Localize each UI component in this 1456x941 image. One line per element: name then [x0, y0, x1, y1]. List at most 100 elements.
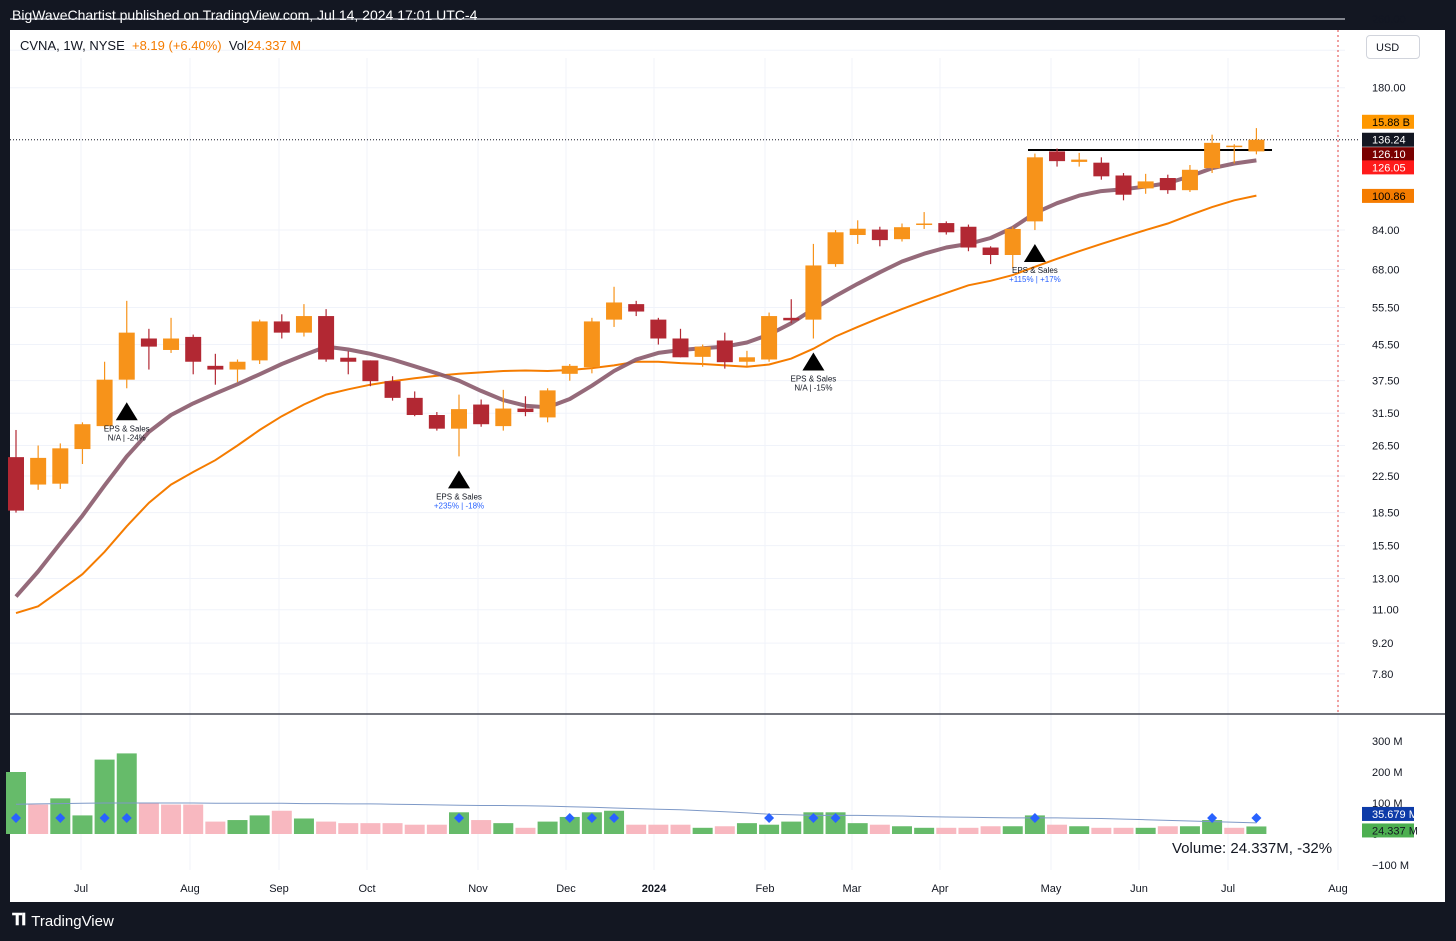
earnings-detail: +235% | -18% — [434, 501, 484, 510]
price-tick-label: 55.50 — [1372, 302, 1400, 314]
candle-body — [384, 381, 401, 398]
price-tick-label: 45.50 — [1372, 340, 1400, 352]
candle — [273, 314, 290, 339]
volume-bar — [1202, 820, 1223, 834]
candle-body — [738, 357, 755, 362]
candle-body — [428, 415, 445, 429]
price-tick-label: 9.20 — [1372, 638, 1393, 650]
candle — [960, 224, 977, 252]
volume-last-label: 24.337 M — [1362, 823, 1418, 838]
volume-bar — [338, 823, 359, 834]
price-tick-label: 7.80 — [1372, 669, 1393, 681]
price-tick-label: 31.50 — [1372, 408, 1400, 420]
signal-diamond-icon — [454, 813, 464, 823]
signal-diamond-icon — [808, 813, 819, 823]
candle — [894, 223, 910, 242]
volume-bar — [847, 823, 868, 834]
candle-body — [849, 228, 866, 236]
volume-value: 24.337 M — [246, 38, 302, 53]
price-tick-label: 18.50 — [1372, 508, 1400, 520]
volume-bar — [6, 772, 26, 834]
candle — [118, 300, 135, 389]
earnings-marker: EPS & Sales+235% | -18% — [434, 470, 484, 510]
candle — [74, 422, 91, 465]
candle — [716, 332, 733, 369]
candle — [207, 353, 224, 385]
volume-bars — [6, 753, 1267, 834]
volume-ma-label: 35.679 M — [1362, 806, 1418, 821]
candle — [783, 299, 800, 324]
volume-bar — [471, 820, 492, 834]
tradingview-brand[interactable]: 𝐓𝐈 TradingView — [12, 912, 114, 930]
currency-button[interactable]: USD — [1366, 35, 1420, 59]
candle-body — [96, 379, 113, 427]
volume-bar — [1047, 824, 1068, 834]
price-label-bg — [1362, 114, 1414, 129]
volume-bar — [803, 812, 824, 834]
earnings-triangle-icon — [1023, 244, 1046, 263]
price-change: +8.19 (+6.40%) — [131, 38, 222, 53]
candle-body — [140, 338, 157, 347]
candle — [561, 364, 578, 381]
time-tick-label: Mar — [843, 883, 862, 895]
candle-body — [318, 316, 335, 360]
candle — [163, 317, 180, 353]
volume-bar — [781, 821, 802, 834]
volume-bar — [28, 804, 49, 834]
earnings-detail: N/A | -15% — [794, 383, 832, 392]
volume-bar — [293, 818, 314, 834]
candle-body — [1159, 178, 1176, 191]
earnings-detail: N/A | -24% — [108, 433, 146, 442]
candle-body — [30, 457, 47, 485]
candle-body — [716, 340, 733, 363]
signal-diamond-icon — [99, 813, 110, 823]
signal-diamond-icon — [1207, 813, 1218, 823]
candle — [384, 376, 401, 401]
time-tick-label: Jul — [74, 883, 88, 895]
chart-frame[interactable] — [10, 30, 1445, 902]
candle-body — [1093, 162, 1110, 177]
earnings-title: EPS & Sales — [790, 374, 836, 383]
volume-tick-label: 300 M — [1372, 736, 1403, 748]
time-tick-label: Aug — [1328, 883, 1348, 895]
price-label-bg — [1362, 132, 1414, 147]
time-tick-label: Nov — [468, 883, 488, 895]
price-tick-label: 37.50 — [1372, 376, 1400, 388]
signal-diamond-icon — [11, 813, 21, 823]
price-tick-label: 260.00 — [1372, 14, 1406, 26]
time-tick-label: Aug — [180, 883, 200, 895]
candle-body — [916, 223, 933, 226]
time-tick-label: Apr — [931, 883, 948, 895]
candle — [827, 230, 844, 267]
volume-bar — [1157, 826, 1178, 834]
candle-body — [1137, 181, 1154, 189]
volume-bar — [515, 827, 536, 834]
candle — [583, 317, 600, 374]
price-label: 126.05 — [1362, 160, 1414, 175]
candle — [1137, 173, 1154, 194]
volume-ma-label-text: 35.679 M — [1372, 809, 1418, 821]
candle — [1004, 226, 1021, 269]
candle-body — [451, 409, 467, 429]
candle — [1026, 153, 1043, 231]
price-tick-label: 26.50 — [1372, 441, 1400, 453]
earnings-title: EPS & Sales — [436, 492, 482, 501]
time-tick-label: May — [1041, 883, 1062, 895]
volume-last-label-text: 24.337 M — [1372, 825, 1418, 837]
candle — [1071, 152, 1088, 167]
volume-bar — [404, 824, 425, 834]
price-label-text: 126.10 — [1372, 149, 1406, 161]
candle-body — [406, 397, 423, 416]
volume-bar — [227, 820, 248, 834]
candle — [1226, 144, 1243, 164]
candle — [1159, 174, 1176, 194]
candle-body — [783, 317, 800, 321]
candle — [761, 312, 778, 362]
volume-bar — [94, 759, 115, 834]
volume-bar — [1179, 826, 1200, 834]
volume-bar — [249, 815, 270, 834]
candle — [672, 328, 689, 358]
volume-tick-label: 200 M — [1372, 767, 1403, 779]
